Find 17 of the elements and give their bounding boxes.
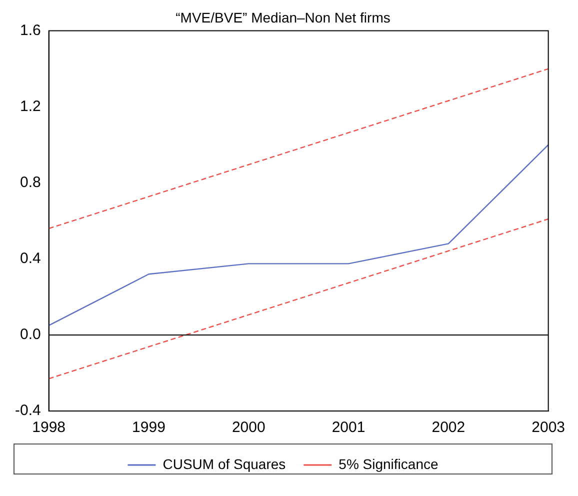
legend-label: 5% Significance bbox=[338, 456, 438, 472]
x-tick-label: 2003 bbox=[532, 419, 566, 436]
y-tick-label: 0.0 bbox=[20, 326, 41, 344]
legend-label: CUSUM of Squares bbox=[162, 456, 286, 472]
y-tick-label: 0.8 bbox=[20, 174, 41, 192]
x-tick-label: 1998 bbox=[32, 419, 66, 436]
line-series bbox=[48, 218, 548, 380]
x-tick-label: 2002 bbox=[432, 419, 466, 436]
y-tick-label: -0.4 bbox=[14, 402, 41, 420]
x-tick-label: 1999 bbox=[132, 419, 166, 436]
line-series bbox=[48, 68, 548, 230]
y-tick-label: 1.6 bbox=[20, 22, 41, 39]
y-tick-label: 1.2 bbox=[20, 98, 41, 115]
chart-title: “MVE/BVE” Median–Non Net firms bbox=[176, 9, 390, 26]
y-tick-label: 0.4 bbox=[20, 250, 41, 268]
x-tick-label: 2000 bbox=[232, 419, 266, 436]
x-tick-label: 2001 bbox=[332, 419, 366, 436]
